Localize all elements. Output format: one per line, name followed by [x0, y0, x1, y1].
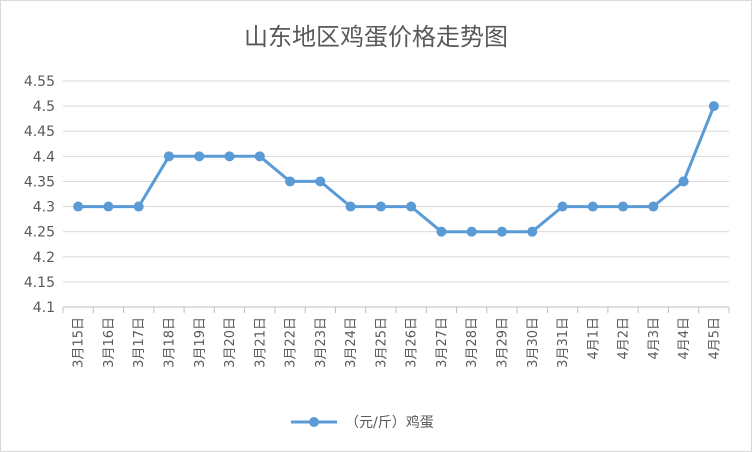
data-point	[527, 226, 538, 237]
x-tick-label: 4月4日	[677, 317, 692, 360]
grid-lines	[63, 80, 729, 308]
legend-label: （元/斤）鸡蛋	[345, 414, 434, 431]
x-tick-label: 4月1日	[586, 317, 601, 360]
x-tick-label: 3月18日	[163, 317, 178, 368]
data-point	[194, 151, 205, 162]
x-tick-label: 3月26日	[405, 317, 420, 368]
y-tick-label: 4.5	[33, 99, 55, 115]
data-point	[557, 201, 568, 212]
data-point	[678, 176, 689, 187]
y-tick-label: 4.25	[24, 225, 55, 241]
x-tick-label: 3月31日	[556, 317, 571, 368]
x-tick-label: 4月3日	[647, 317, 662, 360]
y-tick-label: 4.15	[24, 275, 55, 291]
x-tick-label: 4月2日	[617, 317, 632, 360]
data-point	[466, 226, 477, 237]
x-tick-label: 3月16日	[102, 317, 117, 368]
data-point	[436, 226, 447, 237]
y-tick-label: 4.55	[24, 74, 55, 90]
data-point	[103, 201, 114, 212]
y-tick-label: 4.1	[33, 300, 55, 316]
y-tick-label: 4.2	[33, 250, 55, 266]
data-point	[285, 176, 296, 187]
x-axis: 3月15日 3月16日 3月17日 3月18日 3月19日 3月20日 3月21日 3月22日…	[62, 307, 730, 368]
data-point	[406, 201, 417, 212]
data-point	[224, 151, 235, 162]
data-point	[708, 101, 719, 112]
x-tick-label: 3月25日	[374, 317, 389, 368]
series-line	[78, 105, 716, 234]
data-point	[375, 201, 386, 212]
x-tick-label: 3月19日	[193, 317, 208, 368]
data-point	[163, 151, 174, 162]
data-point	[315, 176, 326, 187]
y-axis: 4.1 4.15 4.2 4.25 4.3 4.35 4.4 4.45 4.5 4.55	[24, 74, 55, 316]
x-tick-label: 3月20日	[223, 317, 238, 368]
legend-marker-swatch	[309, 417, 319, 427]
x-tick-label: 3月17日	[132, 317, 147, 368]
y-tick-label: 4.35	[24, 174, 55, 190]
y-tick-label: 4.3	[33, 200, 55, 216]
data-point	[618, 201, 629, 212]
data-point	[345, 201, 356, 212]
data-point	[254, 151, 265, 162]
x-tick-label: 3月24日	[344, 317, 359, 368]
y-tick-label: 4.45	[24, 124, 55, 140]
y-tick-label: 4.4	[33, 149, 55, 165]
x-tick-label: 3月21日	[253, 317, 268, 368]
x-tick-label: 4月5日	[707, 317, 722, 360]
x-tick-label: 3月30日	[526, 317, 541, 368]
x-tick-label: 3月23日	[314, 317, 329, 368]
data-point	[73, 201, 84, 212]
chart-title: 山东地区鸡蛋价格走势图	[244, 23, 508, 51]
x-tick-label: 3月15日	[72, 317, 87, 368]
x-tick-label: 3月29日	[496, 317, 511, 368]
x-tick-label: 3月22日	[284, 317, 299, 368]
series-eggs	[73, 101, 719, 237]
data-point	[133, 201, 144, 212]
legend: （元/斤）鸡蛋	[291, 414, 434, 431]
data-point	[648, 201, 659, 212]
data-point	[496, 226, 507, 237]
x-tick-label: 3月28日	[465, 317, 480, 368]
data-point	[587, 201, 598, 212]
x-tick-label: 3月27日	[435, 317, 450, 368]
